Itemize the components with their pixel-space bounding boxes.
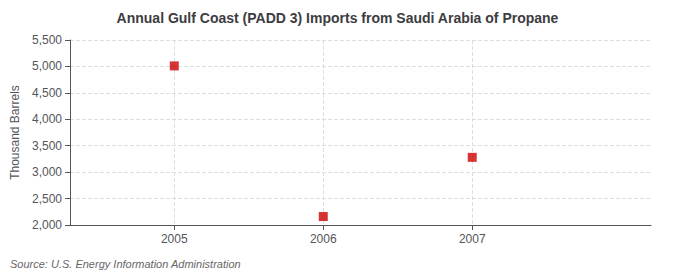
svg-text:2007: 2007 [459, 232, 486, 246]
svg-text:2006: 2006 [310, 232, 337, 246]
svg-text:4,000: 4,000 [32, 112, 62, 126]
svg-text:2,000: 2,000 [32, 218, 62, 232]
svg-text:3,000: 3,000 [32, 165, 62, 179]
svg-text:2005: 2005 [161, 232, 188, 246]
svg-text:4,500: 4,500 [32, 86, 62, 100]
svg-text:5,000: 5,000 [32, 59, 62, 73]
svg-text:2,500: 2,500 [32, 192, 62, 206]
svg-text:3,500: 3,500 [32, 139, 62, 153]
svg-text:Annual Gulf Coast (PADD 3) Imp: Annual Gulf Coast (PADD 3) Imports from … [117, 10, 559, 26]
svg-text:Thousand Barrels: Thousand Barrels [8, 85, 22, 180]
svg-text:5,500: 5,500 [32, 33, 62, 47]
svg-text:Source: U.S. Energy Informatio: Source: U.S. Energy Information Administ… [10, 258, 241, 270]
